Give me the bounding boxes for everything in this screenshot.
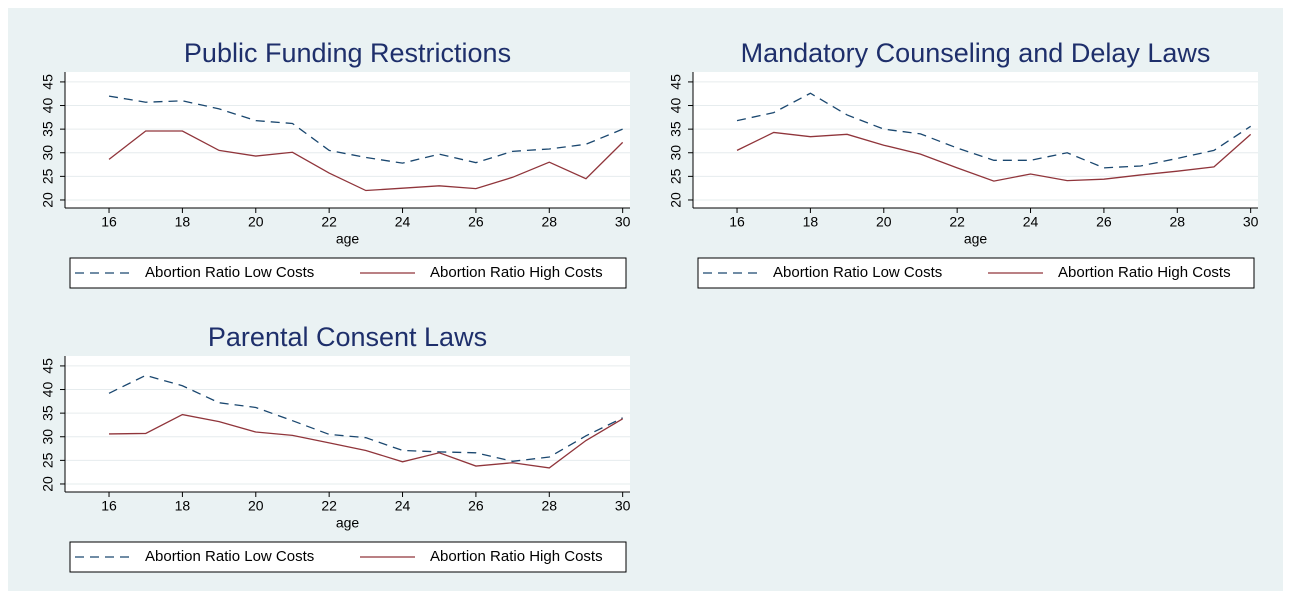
x-axis-label: age [336, 231, 360, 247]
x-tick-label: 30 [1243, 214, 1259, 230]
x-tick-label: 26 [468, 498, 484, 514]
x-tick-label: 24 [1023, 214, 1039, 230]
y-tick-label: 25 [668, 168, 684, 184]
y-tick-label: 30 [668, 145, 684, 161]
x-tick-label: 18 [803, 214, 819, 230]
x-tick-label: 28 [541, 498, 557, 514]
chart-title: Mandatory Counseling and Delay Laws [741, 38, 1211, 68]
x-tick-label: 28 [1169, 214, 1185, 230]
x-tick-label: 20 [248, 498, 264, 514]
x-tick-label: 22 [949, 214, 965, 230]
y-tick-label: 35 [668, 121, 684, 137]
x-tick-label: 24 [395, 214, 411, 230]
legend-box [69, 541, 627, 573]
legend-label: Abortion Ratio High Costs [1058, 264, 1231, 281]
y-tick-label: 45 [40, 74, 56, 90]
x-tick-label: 22 [321, 498, 337, 514]
legend-label: Abortion Ratio High Costs [430, 548, 603, 565]
legend-label: Abortion Ratio Low Costs [145, 548, 314, 565]
chart-title: Parental Consent Laws [208, 322, 487, 352]
y-tick-label: 30 [40, 145, 56, 161]
legend-box [697, 257, 1255, 289]
legend-label: Abortion Ratio Low Costs [773, 264, 942, 281]
x-tick-label: 30 [615, 498, 631, 514]
legend-label: Abortion Ratio Low Costs [145, 264, 314, 281]
legend-label: Abortion Ratio High Costs [430, 264, 603, 281]
x-tick-label: 26 [1096, 214, 1112, 230]
plot-area [65, 72, 630, 208]
x-tick-label: 20 [248, 214, 264, 230]
y-tick-label: 40 [668, 98, 684, 114]
series-line [108, 374, 623, 462]
x-tick-label: 26 [468, 214, 484, 230]
series-line [736, 92, 1252, 169]
y-tick-label: 45 [40, 358, 56, 374]
y-tick-label: 20 [40, 192, 56, 208]
legend-box [69, 257, 627, 289]
x-tick-label: 22 [321, 214, 337, 230]
x-tick-label: 30 [615, 214, 631, 230]
y-tick-label: 30 [40, 429, 56, 445]
plot-area [65, 356, 630, 492]
y-tick-label: 35 [40, 405, 56, 421]
y-tick-label: 45 [668, 74, 684, 90]
x-tick-label: 28 [541, 214, 557, 230]
y-tick-label: 20 [668, 192, 684, 208]
y-tick-label: 40 [40, 382, 56, 398]
y-tick-label: 25 [40, 452, 56, 468]
y-tick-label: 40 [40, 98, 56, 114]
x-tick-label: 16 [101, 498, 117, 514]
x-tick-label: 20 [876, 214, 892, 230]
series-line [109, 413, 623, 469]
y-tick-label: 25 [40, 168, 56, 184]
x-tick-label: 16 [729, 214, 745, 230]
series-line [108, 130, 624, 192]
x-tick-label: 16 [101, 214, 117, 230]
y-tick-label: 20 [40, 476, 56, 492]
x-axis-label: age [964, 231, 988, 247]
x-tick-label: 18 [175, 498, 191, 514]
x-tick-label: 24 [395, 498, 411, 514]
x-axis-label: age [336, 515, 360, 531]
x-tick-label: 18 [175, 214, 191, 230]
series-line [736, 131, 1252, 182]
chart-title: Public Funding Restrictions [184, 38, 511, 68]
y-tick-label: 35 [40, 121, 56, 137]
plot-area [693, 72, 1258, 208]
